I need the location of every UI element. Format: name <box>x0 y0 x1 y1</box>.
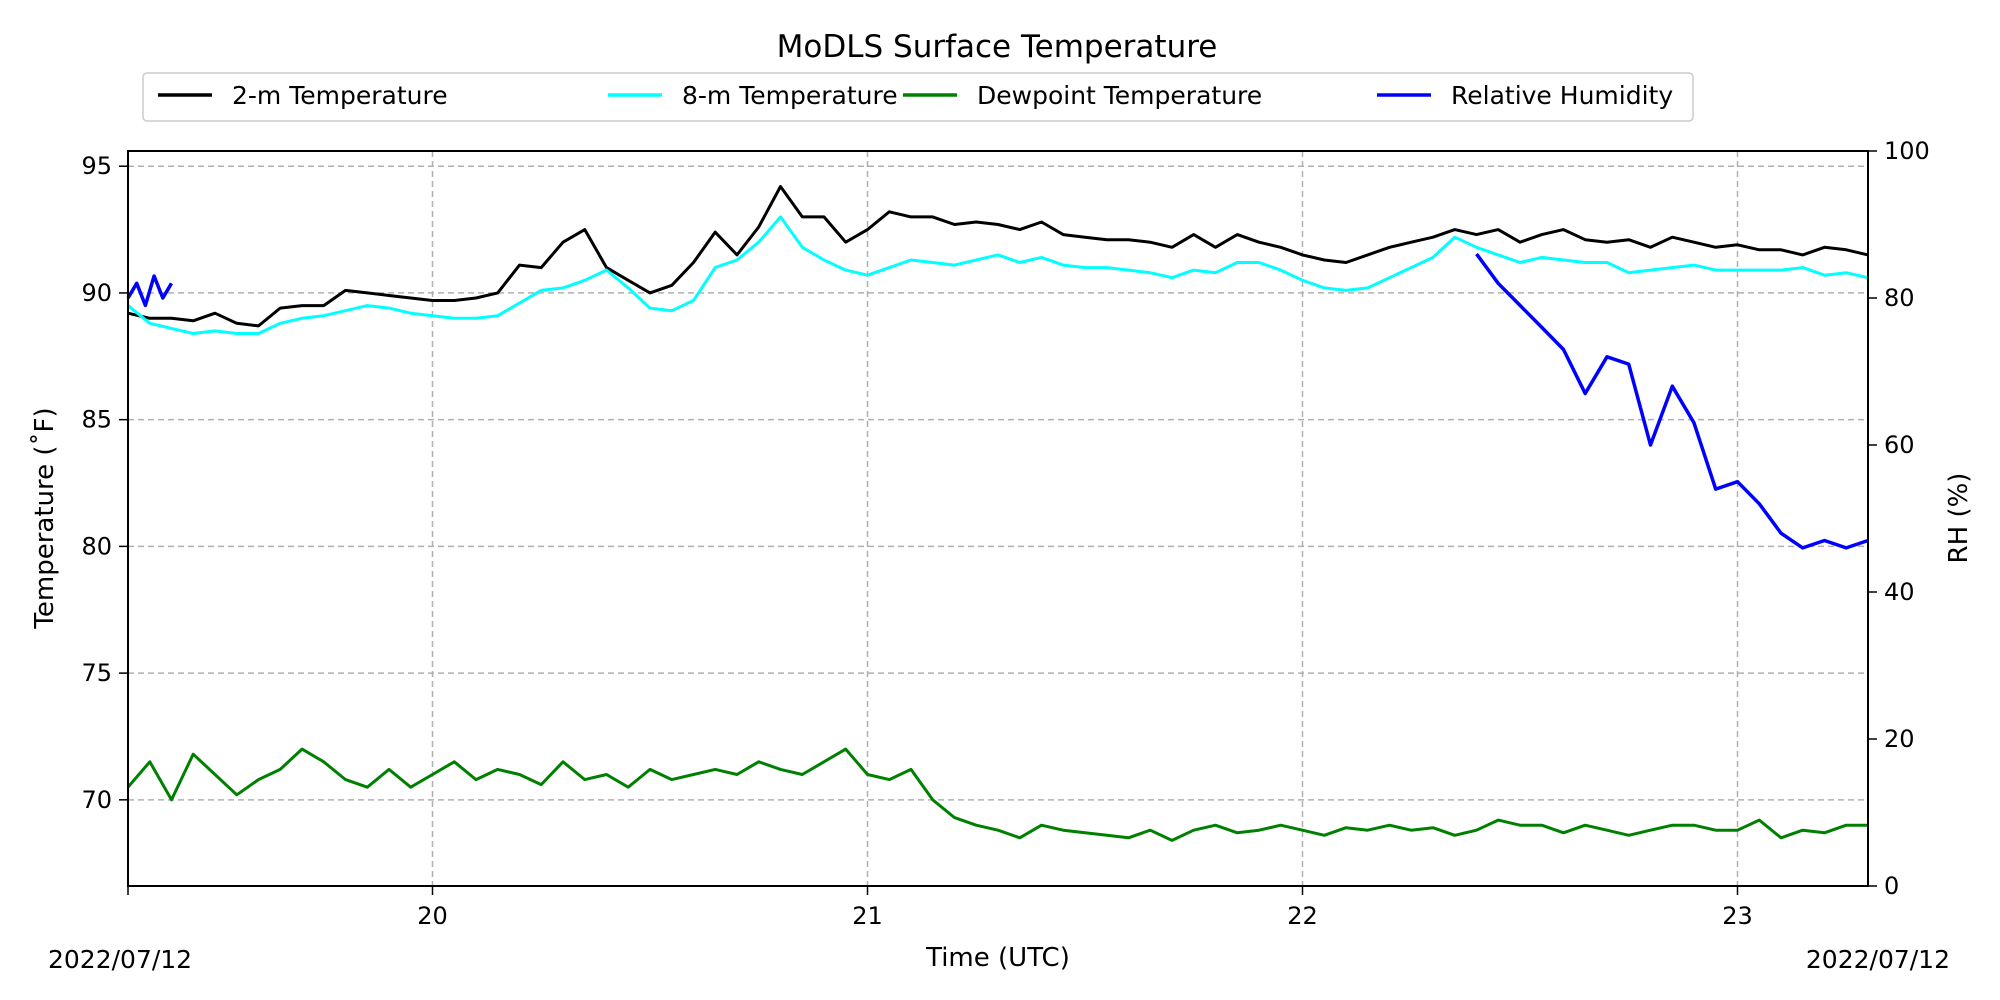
legend-label-2-m-temperature: 2-m Temperature <box>232 81 448 110</box>
y-tick-label: 75 <box>81 659 112 687</box>
legend-label-8-m-temperature: 8-m Temperature <box>682 81 898 110</box>
x-tick-label: 20 <box>417 902 448 930</box>
y2-tick-label: 20 <box>1884 725 1915 753</box>
chart-title: MoDLS Surface Temperature <box>777 29 1218 65</box>
date-end-label: 2022/07/12 <box>1806 945 1950 974</box>
y-axis-right: 0 20 40 60 80 100 <box>1868 137 1930 900</box>
x-axis-label: Time (UTC) <box>925 943 1070 973</box>
relative-humidity-line <box>126 274 174 308</box>
y2-tick-label: 60 <box>1884 431 1915 459</box>
y2-tick-label: 100 <box>1884 137 1930 165</box>
y-axis-left: 70 75 80 85 90 95 <box>81 152 128 814</box>
plot-frame <box>127 150 1869 887</box>
x-tick-label: 23 <box>1722 902 1753 930</box>
y-tick-label: 90 <box>81 279 112 307</box>
date-start-label: 2022/07/12 <box>48 945 192 974</box>
y-tick-label: 95 <box>81 152 112 180</box>
plot-lines <box>126 185 1869 842</box>
legend-label-relative-humidity: Relative Humidity <box>1451 81 1673 110</box>
y-tick-label: 85 <box>81 406 112 434</box>
y2-axis-label: RH (%) <box>1944 473 1974 564</box>
gridlines <box>128 151 1868 886</box>
dewpoint-temperature-line <box>126 747 1868 842</box>
y-tick-label: 80 <box>81 532 112 560</box>
y2-tick-label: 40 <box>1884 578 1915 606</box>
legend: 2-m Temperature 8-m Temperature Dewpoint T… <box>142 72 1694 122</box>
8-m-temperature-line <box>127 215 1869 335</box>
x-tick-label: 21 <box>852 902 883 930</box>
x-tick-label: 22 <box>1287 902 1318 930</box>
x-axis: 20 21 22 23 <box>127 886 1753 930</box>
y-axis-label: Temperature (˚F) <box>30 407 60 629</box>
legend-frame <box>142 72 1694 122</box>
legend-label-dewpoint-temperature: Dewpoint Temperature <box>977 81 1262 110</box>
2-m-temperature-line <box>127 185 1869 328</box>
relative-humidity-line <box>1475 252 1869 550</box>
y2-tick-label: 80 <box>1884 284 1915 312</box>
y2-tick-label: 0 <box>1884 872 1899 900</box>
y-tick-label: 70 <box>81 786 112 814</box>
